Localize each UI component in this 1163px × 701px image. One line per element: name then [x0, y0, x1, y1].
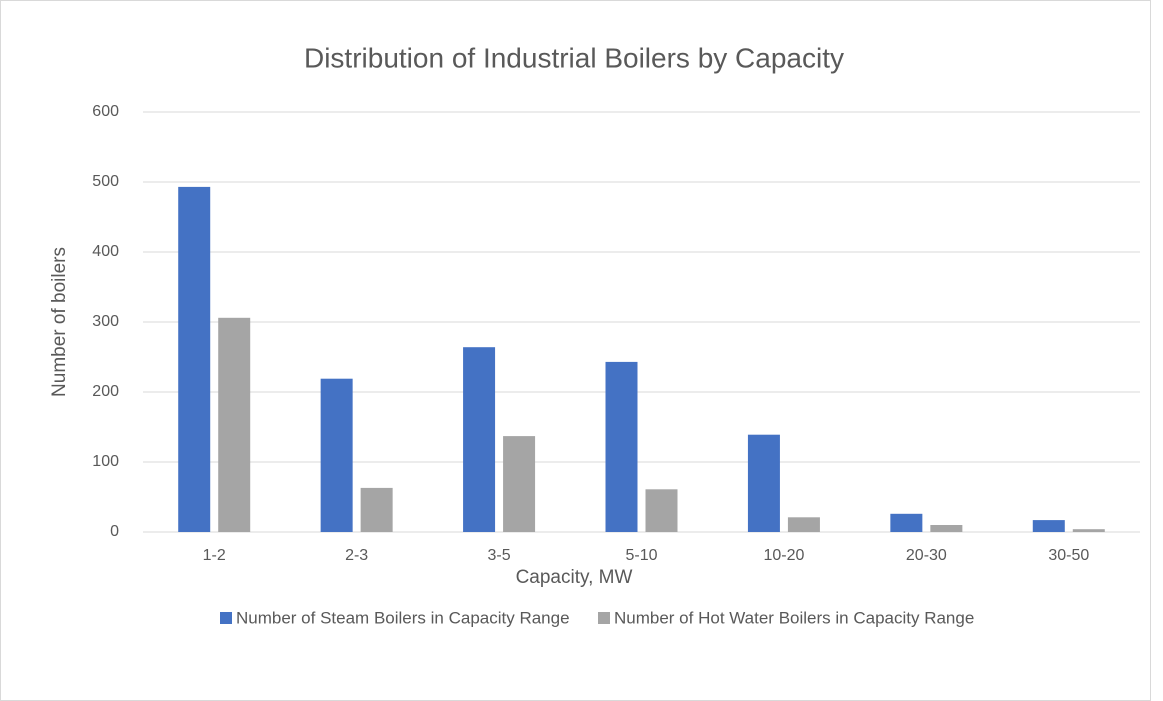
- bar: [605, 361, 638, 532]
- bar: [1072, 529, 1105, 532]
- bar: [360, 487, 393, 532]
- bar: [178, 186, 211, 532]
- bar: [747, 434, 780, 532]
- x-tick-label: 1-2: [203, 547, 226, 564]
- bar: [463, 347, 496, 532]
- x-tick-label: 2-3: [345, 547, 368, 564]
- bar: [787, 517, 820, 532]
- bar: [218, 317, 251, 532]
- y-tick-label: 600: [92, 103, 119, 120]
- bar: [930, 525, 963, 532]
- y-tick-label: 0: [110, 523, 119, 540]
- y-tick-label: 400: [92, 243, 119, 260]
- legend-label: Number of Hot Water Boilers in Capacity …: [614, 608, 974, 627]
- bar: [320, 378, 353, 532]
- y-tick-label: 500: [92, 173, 119, 190]
- x-tick-label: 10-20: [763, 547, 804, 564]
- x-tick-label: 3-5: [488, 547, 511, 564]
- x-tick-label: 5-10: [625, 547, 657, 564]
- legend-label: Number of Steam Boilers in Capacity Rang…: [236, 608, 570, 627]
- bar: [1032, 520, 1065, 532]
- y-tick-label: 200: [92, 383, 119, 400]
- y-tick-label: 300: [92, 313, 119, 330]
- bar: [503, 436, 536, 532]
- x-tick-label: 20-30: [906, 547, 947, 564]
- legend-swatch: [220, 612, 232, 624]
- legend-swatch: [598, 612, 610, 624]
- bar: [645, 489, 678, 532]
- x-axis-label: Capacity, MW: [516, 567, 633, 588]
- bar: [890, 513, 923, 532]
- x-tick-label: 30-50: [1048, 547, 1089, 564]
- y-axis-label: Number of boilers: [49, 247, 70, 397]
- chart-title: Distribution of Industrial Boilers by Ca…: [304, 42, 844, 73]
- y-tick-label: 100: [92, 453, 119, 470]
